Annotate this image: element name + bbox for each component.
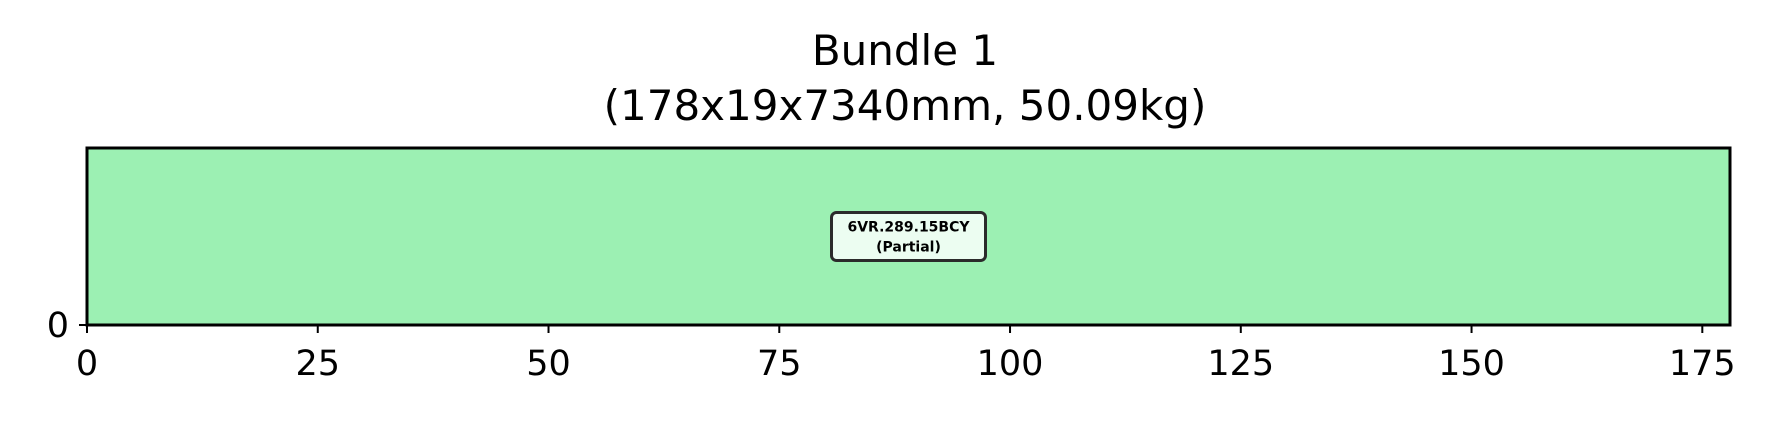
- x-tick-label: 25: [295, 344, 340, 384]
- x-tick-label: 100: [977, 344, 1044, 384]
- segment-sublabel: (Partial): [876, 240, 941, 256]
- y-axis: 0: [47, 306, 87, 346]
- x-tick-label: 175: [1669, 344, 1736, 384]
- segment-label-box: [830, 211, 987, 262]
- chart-subtitle: (178x19x7340mm, 50.09kg): [604, 81, 1207, 130]
- x-tick-label: 75: [757, 344, 802, 384]
- x-tick-label: 150: [1438, 344, 1505, 384]
- segment-label: 6VR.289.15BCY: [847, 220, 970, 236]
- x-tick-label: 125: [1207, 344, 1274, 384]
- segments-layer: 6VR.289.15BCY (Partial): [87, 148, 1730, 325]
- chart-title: Bundle 1: [812, 26, 998, 75]
- y-tick-label: 0: [47, 306, 69, 346]
- x-tick-label: 0: [76, 344, 98, 384]
- x-axis: 0 25 50 75 100 125 150 175: [76, 325, 1736, 384]
- x-tick-label: 50: [526, 344, 571, 384]
- plot-frame: [85, 146, 1732, 327]
